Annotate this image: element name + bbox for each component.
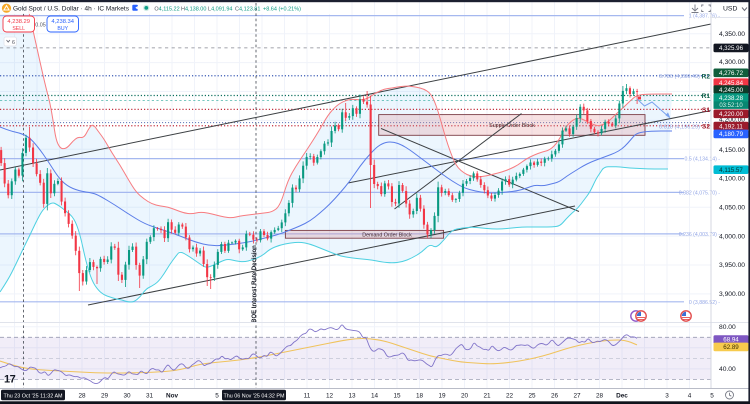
svg-text:Supply Order Block: Supply Order Block <box>489 123 535 129</box>
svg-text:5: 5 <box>710 393 714 400</box>
svg-text:62.89: 62.89 <box>723 344 739 351</box>
svg-text:17: 17 <box>4 374 16 386</box>
svg-text:3,950.00: 3,950.00 <box>719 262 745 269</box>
svg-text:68.94: 68.94 <box>723 337 739 344</box>
svg-text:0.382 (4,075.70) -: 0.382 (4,075.70) - <box>679 190 721 196</box>
svg-text:0.236 (4,003.79) -: 0.236 (4,003.79) - <box>679 232 721 238</box>
svg-text:03:52:10: 03:52:10 <box>719 103 743 109</box>
svg-text:4,245.00: 4,245.00 <box>719 87 744 94</box>
svg-text:0.786 (4,280.49): 0.786 (4,280.49) <box>659 74 700 80</box>
svg-text:SELL: SELL <box>12 26 25 32</box>
svg-text:Demand Order Block: Demand Order Block <box>362 233 412 239</box>
svg-text:Dec: Dec <box>616 393 628 400</box>
svg-text:+8.64 (+0.21%): +8.64 (+0.21%) <box>263 6 301 12</box>
svg-text:L4,091.94: L4,091.94 <box>208 6 232 12</box>
svg-text:H4,138.00: H4,138.00 <box>181 6 206 12</box>
svg-text:BUY: BUY <box>57 26 68 32</box>
svg-text:BOE Interest Rate Decision: BOE Interest Rate Decision <box>252 245 258 323</box>
svg-text:R2: R2 <box>702 73 711 80</box>
svg-text:C4,123.81: C4,123.81 <box>235 6 260 12</box>
svg-text:4,238.34: 4,238.34 <box>51 19 74 25</box>
svg-text:4,115.57: 4,115.57 <box>719 167 743 174</box>
svg-text:18: 18 <box>416 393 424 400</box>
svg-text:1 (4,387.76) -: 1 (4,387.76) - <box>689 14 720 20</box>
svg-text:4,300.00: 4,300.00 <box>719 59 745 66</box>
svg-text:Thu 23 Oct '25 11:32 AM: Thu 23 Oct '25 11:32 AM <box>3 393 63 399</box>
svg-text:80.00: 80.00 <box>719 324 736 331</box>
svg-text:29: 29 <box>101 393 109 400</box>
svg-text:4,238.28: 4,238.28 <box>719 95 744 102</box>
svg-text:13: 13 <box>348 393 356 400</box>
svg-text:28: 28 <box>78 393 86 400</box>
svg-text:4,238.29: 4,238.29 <box>7 19 30 25</box>
svg-text:4,150.00: 4,150.00 <box>719 147 745 154</box>
svg-text:Gold Spot / U.S. Dollar · 4h ·: Gold Spot / U.S. Dollar · 4h · IC Market… <box>13 6 130 13</box>
svg-text:4,276.72: 4,276.72 <box>719 70 744 77</box>
svg-text:S2: S2 <box>702 123 710 130</box>
svg-text:4,050.00: 4,050.00 <box>719 204 745 211</box>
svg-text:12: 12 <box>326 393 334 400</box>
svg-text:20: 20 <box>461 393 469 400</box>
svg-text:5: 5 <box>215 393 219 400</box>
svg-text:Nov: Nov <box>166 393 179 400</box>
svg-text:4,220.00: 4,220.00 <box>719 111 744 118</box>
svg-text:R1: R1 <box>702 93 711 100</box>
svg-text:4,350.00: 4,350.00 <box>719 31 745 38</box>
svg-text:3,900.00: 3,900.00 <box>719 291 745 298</box>
svg-text:0.05: 0.05 <box>35 23 46 29</box>
svg-text:0.618 (4,196.29): 0.618 (4,196.29) <box>659 124 700 130</box>
svg-text:15: 15 <box>393 393 401 400</box>
svg-text:26: 26 <box>551 393 559 400</box>
svg-text:28: 28 <box>596 393 604 400</box>
svg-text:4,100.00: 4,100.00 <box>719 176 745 183</box>
svg-text:4,000.00: 4,000.00 <box>719 233 745 240</box>
svg-text:27: 27 <box>573 393 581 400</box>
svg-text:19: 19 <box>438 393 446 400</box>
svg-text:4,200.00: 4,200.00 <box>719 116 745 123</box>
svg-text:31: 31 <box>146 393 154 400</box>
svg-text:4,325.96: 4,325.96 <box>719 45 744 52</box>
svg-text:25: 25 <box>528 393 536 400</box>
svg-text:3: 3 <box>665 393 669 400</box>
svg-text:4,180.79: 4,180.79 <box>719 131 744 138</box>
svg-text:Thu 06 Nov '25 04:32 PM: Thu 06 Nov '25 04:32 PM <box>224 393 285 399</box>
svg-text:40.00: 40.00 <box>719 366 736 373</box>
svg-text:11: 11 <box>304 393 311 400</box>
svg-text:14: 14 <box>371 393 379 400</box>
svg-text:S1: S1 <box>702 107 710 114</box>
svg-text:6: 6 <box>12 40 15 46</box>
svg-text:22: 22 <box>506 393 514 400</box>
svg-text:4,245.84: 4,245.84 <box>719 80 744 87</box>
svg-text:USD: USD <box>723 6 737 13</box>
svg-text:4: 4 <box>688 393 692 400</box>
svg-text:O4,115.22: O4,115.22 <box>154 6 179 12</box>
svg-text:0 (3,886.52) -: 0 (3,886.52) - <box>689 300 720 306</box>
svg-text:4,192.11: 4,192.11 <box>719 123 743 130</box>
svg-text:30: 30 <box>123 393 131 400</box>
svg-text:21: 21 <box>483 393 491 400</box>
svg-text:0.5 (4,134.14) -: 0.5 (4,134.14) - <box>685 157 721 163</box>
